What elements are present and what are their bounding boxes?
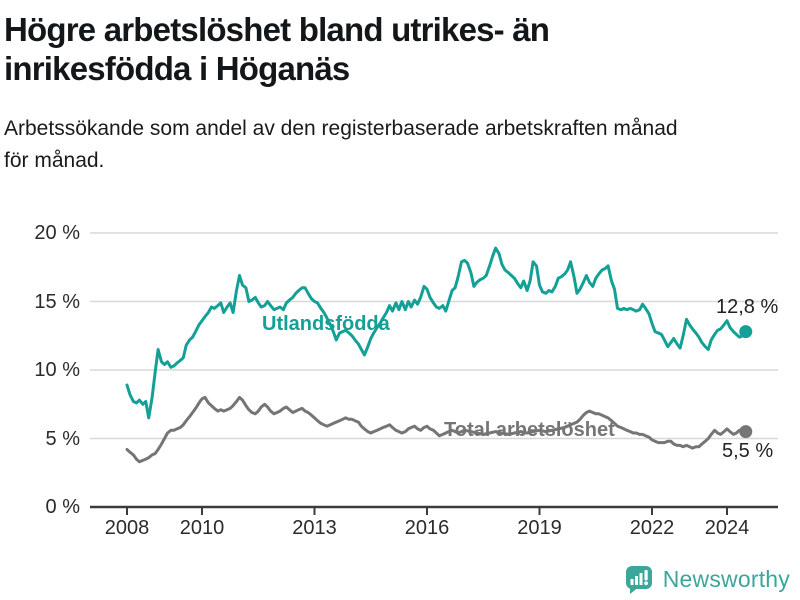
subtitle-line-2: för månad. (4, 149, 105, 172)
newsworthy-logo-icon (625, 566, 652, 594)
series-line-utlandsfodda (125, 246, 748, 420)
brand-name: Newsworthy (662, 566, 790, 592)
chart-subtitle: Arbetssökande som andel av den registerb… (4, 113, 800, 177)
series-end-dot-total (739, 425, 753, 439)
series-label-total-arbetsloshet: Total arbetslöshet (444, 419, 615, 441)
series-end-dot-utlandsfodda (739, 325, 753, 339)
title-line-1: Högre arbetslöshet bland utrikes- än (4, 11, 550, 48)
subtitle-line-1: Arbetssökande som andel av den registerb… (4, 117, 678, 140)
page-title: Högre arbetslöshet bland utrikes- än inri… (0, 0, 800, 88)
brand-footer: Newsworthy (624, 564, 790, 595)
series-label-utlandsfodda: Utlandsfödda (262, 313, 390, 335)
end-value-label-utlandsfodda: 12,8 % (716, 296, 779, 318)
series-line-total (125, 395, 748, 464)
title-line-2: inrikesfödda i Höganäs (4, 50, 350, 87)
end-value-label-total: 5,5 % (722, 440, 774, 462)
